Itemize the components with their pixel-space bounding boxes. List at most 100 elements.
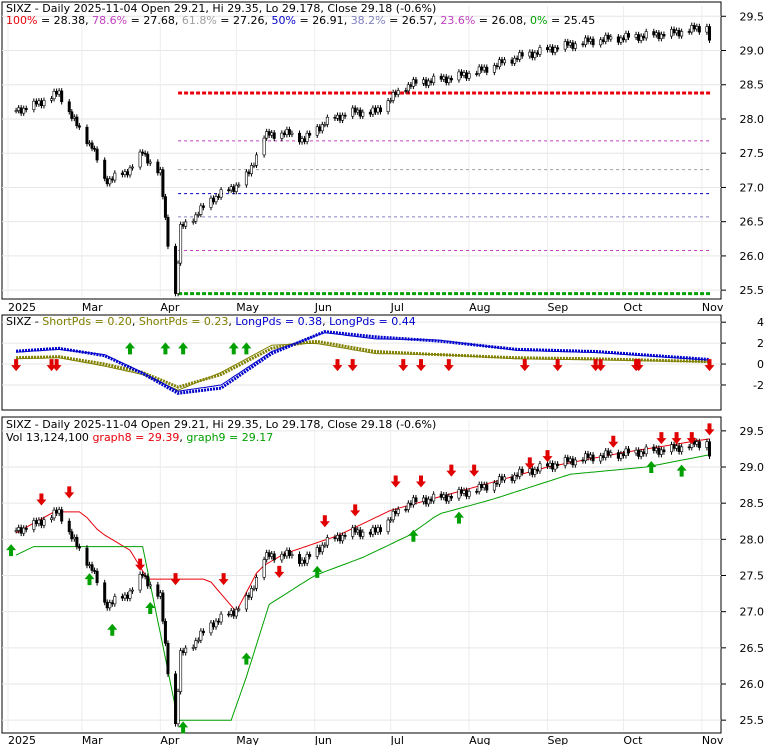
candle-body (93, 148, 97, 150)
candle-body (639, 451, 643, 457)
candle-body (573, 459, 577, 466)
down-arrow-icon (524, 457, 535, 470)
candle-body (444, 494, 448, 502)
candle-body (449, 496, 453, 499)
candle-body (637, 34, 641, 41)
candle-body (409, 502, 413, 506)
fib-label-618: 61.8% (182, 14, 217, 27)
candle-body (234, 184, 238, 192)
candle-body (265, 131, 269, 139)
candle-body (444, 76, 448, 83)
panel1-gridlines (2, 6, 721, 297)
candle-body (272, 553, 276, 561)
candle-body (361, 531, 365, 537)
candle-body (606, 450, 610, 456)
candle-body (214, 620, 218, 628)
candle-body (184, 647, 188, 653)
y-tick-label: 26.0 (740, 678, 765, 691)
candle-body (548, 462, 552, 467)
candle-body (414, 79, 418, 84)
candle-body (194, 640, 198, 648)
candle-body (697, 441, 701, 448)
candle-body (158, 169, 162, 174)
candle-body (432, 493, 436, 502)
candle-body (465, 72, 469, 79)
candle-body (356, 529, 360, 533)
candle-body (148, 161, 152, 164)
candle-body (659, 449, 663, 455)
panel3-title: SIXZ - Daily 2025-11-04 Open 29.21, Hi 2… (6, 418, 436, 431)
candle-body (482, 66, 486, 71)
x-tick-label: Jun (314, 734, 332, 745)
candle-body (571, 42, 575, 49)
x-tick-label: Jun (314, 301, 332, 314)
candle-body (234, 608, 238, 617)
candle-body (37, 100, 41, 105)
candle-body (123, 594, 127, 599)
candle-body (644, 31, 648, 39)
candle-body (325, 116, 329, 125)
candle-body (191, 220, 195, 223)
candle-body (447, 496, 451, 502)
fib-label-786: 78.6% (92, 14, 127, 27)
candle-body (599, 39, 603, 46)
up-arrow-icon (107, 623, 118, 636)
candle-body (237, 608, 241, 611)
candle-body (535, 469, 539, 472)
candle-body (404, 508, 408, 511)
candle-body (373, 107, 377, 113)
candle-body (634, 34, 638, 38)
candle-body (492, 65, 496, 73)
candle-body (589, 38, 593, 42)
candle-body (563, 41, 567, 50)
x-tick-label: Jul (390, 734, 404, 745)
panel1-candles (14, 22, 711, 297)
candle-body (146, 576, 150, 587)
candle-body (394, 510, 398, 514)
panel3-y-axis: 29.5 29.0 28.5 28.0 27.5 27.0 26.5 26.0 25.5 (721, 425, 764, 727)
legend-shortpds-1: ShortPds = 0.20 (42, 315, 132, 328)
candle-body (52, 509, 56, 519)
candle-body (176, 691, 180, 725)
candle-body (75, 116, 79, 127)
candle-body (110, 178, 114, 181)
candle-body (227, 189, 231, 192)
candle-body (591, 454, 595, 462)
candle-body (583, 37, 587, 45)
panel1-fib-legend: 100% = 28.38, 78.6% = 27.68, 61.8% = 27.… (6, 14, 595, 27)
down-arrow-icon (46, 359, 57, 372)
fib-value-0: 25.45 (564, 14, 596, 27)
candle-body (652, 31, 656, 36)
candle-body (103, 582, 107, 603)
candle-body (338, 535, 342, 542)
candle-body (457, 489, 461, 499)
candle-body (642, 451, 646, 455)
x-tick-label: Sep (548, 301, 569, 314)
candle-body (609, 36, 613, 40)
down-arrow-icon (671, 432, 682, 445)
candle-body (411, 79, 415, 87)
candle-body (333, 116, 337, 119)
candle-body (477, 484, 481, 492)
indicator-line-4 (15, 330, 710, 395)
candle-body (695, 26, 699, 30)
candle-body (573, 43, 577, 49)
candle-body (341, 114, 345, 121)
candle-body (308, 132, 312, 136)
fib-value-50: 26.91 (312, 14, 344, 27)
candle-body (262, 559, 266, 578)
candle-body (24, 108, 28, 110)
candle-body (553, 47, 557, 53)
candle-body (462, 490, 466, 494)
candle-body (184, 221, 188, 227)
candle-body (113, 172, 117, 181)
candle-body (654, 32, 658, 36)
candle-body (546, 463, 550, 467)
x-tick-label: Jul (390, 301, 404, 314)
candle-body (389, 519, 393, 522)
candle-body (467, 73, 471, 79)
graph9-text: graph9 = 29.17 (186, 431, 273, 444)
candle-body (422, 497, 426, 502)
candle-body (404, 90, 408, 92)
candle-body (396, 508, 400, 514)
